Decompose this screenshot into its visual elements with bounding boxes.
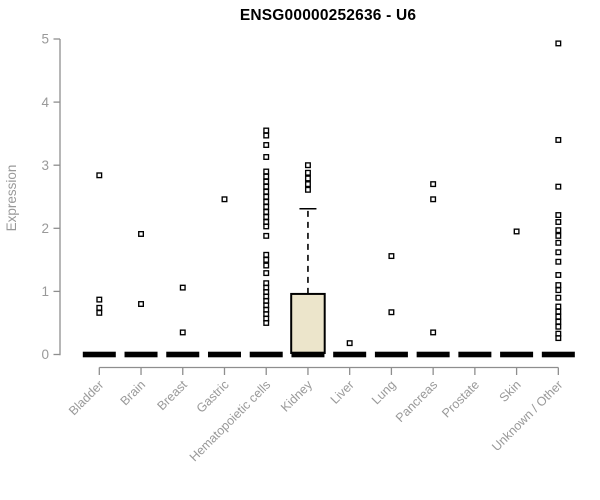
data-point	[263, 270, 270, 277]
data-point	[555, 335, 562, 342]
data-point	[555, 136, 562, 143]
data-point	[346, 340, 353, 347]
zero-median-bar	[291, 351, 325, 358]
zero-median-bar	[416, 351, 450, 358]
x-tick-label: Kidney	[278, 377, 315, 414]
y-tick-label: 5	[41, 32, 49, 47]
data-point	[263, 193, 270, 200]
data-point	[555, 303, 562, 310]
data-point	[263, 142, 270, 148]
data-point	[263, 173, 270, 180]
x-tick-label: Gastric	[194, 378, 232, 416]
data-point	[555, 219, 562, 225]
x-tick-label: Skin	[497, 378, 524, 405]
data-point	[263, 198, 270, 205]
data-point	[430, 181, 437, 188]
x-tick-label: Hematopoietic cells	[187, 378, 274, 465]
data-point	[263, 203, 270, 210]
data-point	[555, 318, 562, 325]
data-point	[263, 232, 270, 239]
x-tick-label: Unknown / Other	[489, 378, 565, 454]
data-point	[263, 132, 270, 139]
zero-median-bar	[541, 351, 575, 358]
data-point	[263, 213, 270, 220]
zero-median-bar	[458, 351, 492, 358]
data-point	[555, 183, 562, 190]
x-tick-label: Prostate	[439, 378, 482, 421]
data-point	[263, 168, 270, 175]
y-tick-label: 3	[41, 158, 49, 173]
data-point	[430, 196, 437, 203]
data-point	[138, 231, 145, 237]
data-point	[96, 304, 103, 311]
x-tick-label: Pancreas	[393, 378, 440, 425]
data-point	[304, 186, 311, 193]
y-tick-label: 1	[41, 284, 49, 299]
y-tick-label: 2	[41, 221, 49, 236]
data-point	[304, 162, 311, 169]
data-point	[263, 127, 270, 134]
data-point	[555, 232, 562, 239]
data-point	[263, 154, 270, 160]
data-point	[263, 262, 270, 269]
data-point	[304, 175, 311, 182]
data-point	[263, 178, 270, 185]
data-point	[388, 253, 395, 260]
data-point	[513, 228, 520, 235]
zero-median-bar	[166, 351, 200, 358]
x-tick-label: Liver	[328, 378, 357, 407]
data-point	[555, 227, 562, 234]
box	[290, 292, 326, 355]
data-point	[555, 249, 562, 256]
zero-median-bar	[124, 351, 158, 358]
data-point	[263, 319, 270, 326]
y-tick-label: 0	[41, 347, 49, 362]
data-point	[555, 294, 562, 301]
x-tick-label: Lung	[369, 378, 399, 408]
x-tick-label: Breast	[154, 377, 190, 413]
data-point	[263, 208, 270, 215]
chart-title: ENSG00000252636 - U6	[239, 7, 417, 24]
zero-median-bar	[500, 351, 534, 358]
data-point	[555, 313, 562, 320]
data-point	[263, 223, 270, 230]
data-point	[388, 309, 395, 316]
y-tick-label: 4	[41, 95, 49, 110]
x-tick-label: Bladder	[66, 378, 106, 418]
data-point	[555, 323, 562, 330]
data-point	[555, 287, 562, 294]
data-point	[96, 172, 103, 179]
data-point	[555, 40, 562, 47]
data-point	[263, 188, 270, 195]
zero-median-bar	[374, 351, 408, 358]
data-point	[221, 196, 228, 203]
data-point	[96, 296, 103, 303]
data-point	[138, 301, 145, 307]
data-point	[555, 272, 562, 278]
zero-median-bar	[333, 351, 367, 358]
data-point	[263, 251, 270, 258]
data-point	[304, 169, 311, 176]
data-point	[96, 309, 103, 316]
data-point	[304, 181, 311, 188]
data-point	[263, 256, 270, 263]
x-tick-label: Brain	[118, 378, 149, 409]
data-point	[179, 329, 186, 336]
zero-median-bar	[82, 351, 116, 358]
data-point	[430, 329, 437, 336]
data-point	[555, 212, 562, 219]
data-point	[179, 284, 186, 291]
data-point	[555, 258, 562, 265]
data-point	[263, 183, 270, 190]
data-point	[555, 239, 562, 246]
data-point	[555, 282, 562, 289]
zero-median-bar	[249, 351, 283, 358]
zero-median-bar	[207, 351, 241, 358]
data-point	[555, 308, 562, 315]
